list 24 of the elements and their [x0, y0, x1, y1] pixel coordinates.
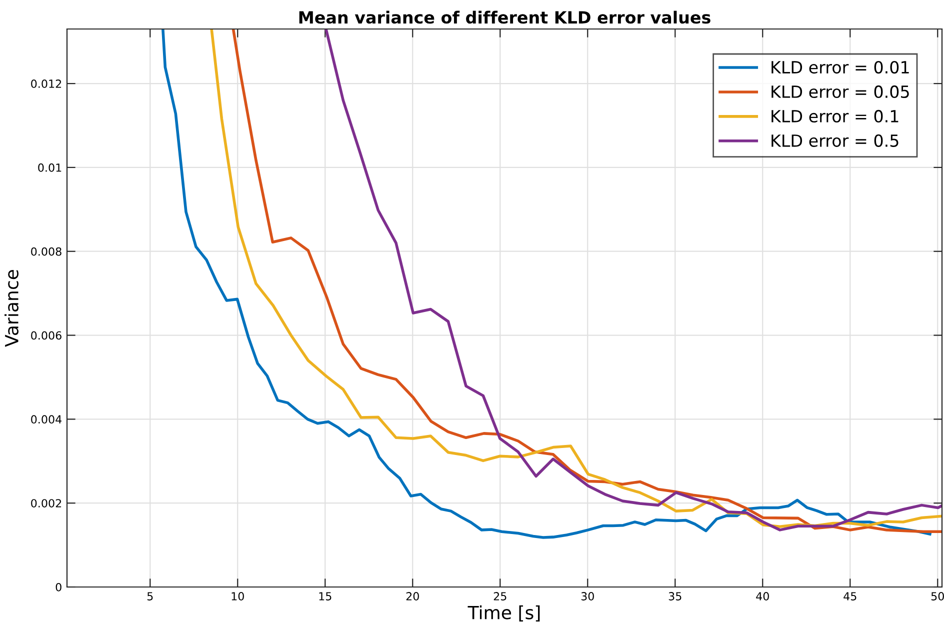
y-tick-label: 0.002 — [31, 499, 62, 508]
x-tick-label: 20 — [406, 592, 419, 600]
legend-label: KLD error = 0.05 — [772, 85, 909, 98]
x-tick-label: 40 — [756, 592, 769, 600]
legend-label: KLD error = 0.01 — [772, 60, 909, 74]
x-axis-title: Time [s] — [468, 605, 540, 622]
x-tick-label: 35 — [668, 592, 682, 600]
y-tick-label: 0.008 — [31, 247, 62, 256]
x-tick-label: 10 — [232, 592, 244, 600]
legend-label: KLD error = 0.5 — [772, 134, 898, 147]
y-tick-label: 0.004 — [31, 415, 62, 424]
y-tick-label: 0.01 — [38, 163, 62, 172]
y-axis-title: Variance — [4, 270, 18, 347]
x-tick-label: 45 — [844, 592, 856, 600]
y-tick-label: 0.012 — [31, 80, 62, 88]
x-tick-label: 25 — [494, 592, 506, 600]
x-tick-label: 15 — [319, 592, 332, 600]
x-tick-label: 50 — [931, 592, 944, 600]
x-tick-label: 30 — [581, 592, 594, 600]
y-tick-label: 0.006 — [31, 331, 62, 340]
x-tick-label: 5 — [147, 592, 153, 600]
chart-title: Mean variance of different KLD error values — [299, 10, 710, 24]
y-tick-label: 0 — [56, 582, 62, 592]
legend-label: KLD error = 0.1 — [772, 110, 898, 122]
